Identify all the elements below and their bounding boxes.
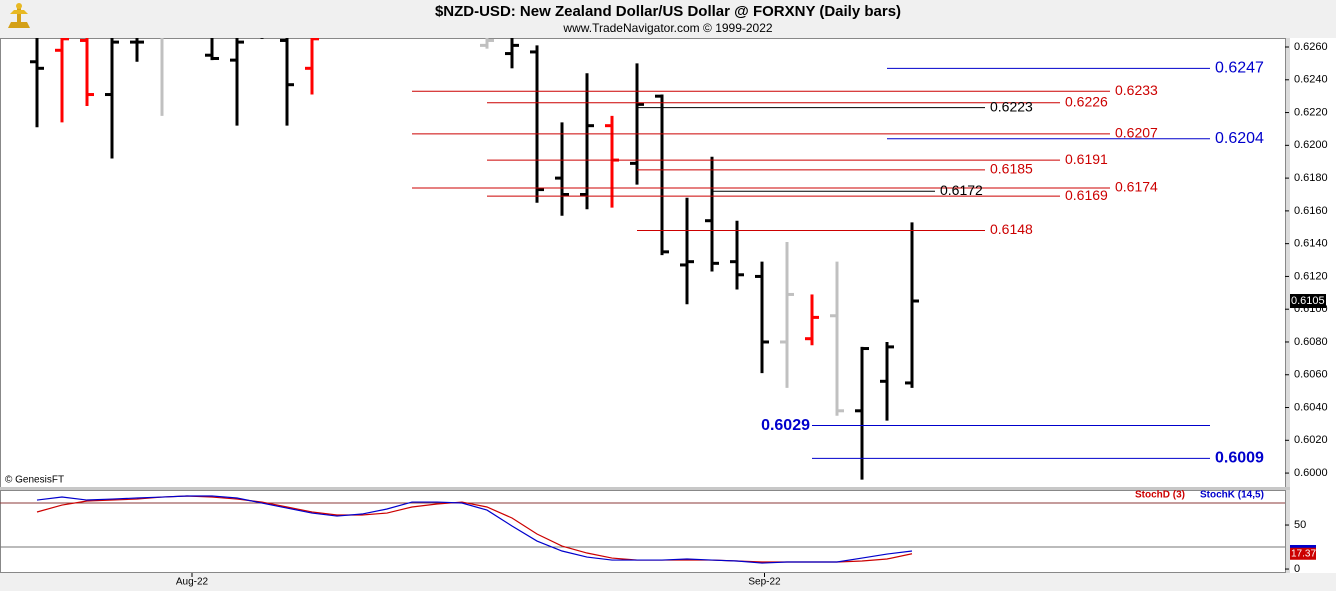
chart-title: $NZD-USD: New Zealand Dollar/US Dollar @… — [435, 3, 901, 20]
panel-separator — [0, 487, 1290, 490]
stoch-plot-frame — [0, 490, 1286, 573]
last-value-tag — [1290, 294, 1326, 309]
level-label: 0.6009 — [1215, 450, 1264, 467]
y-tick-label: 0.6120 — [1294, 270, 1328, 282]
last-value-tag — [1290, 547, 1316, 560]
last-value-label: 0.6105 — [1291, 295, 1325, 307]
logo — [8, 3, 30, 28]
y-tick-label: 0.6220 — [1294, 106, 1328, 118]
annotation: © GenesisFT — [5, 475, 64, 486]
y-tick-label: 0.6080 — [1294, 336, 1328, 348]
last-value-label: 17.37 — [1291, 548, 1316, 559]
y-tick-label: 0.6020 — [1294, 434, 1328, 446]
legend-entry: StochK (14,5) — [1200, 490, 1264, 501]
y-tick-label: 0.6140 — [1294, 238, 1328, 250]
level-label: 0.6029 — [761, 417, 810, 434]
y-tick-label: 0.6060 — [1294, 369, 1328, 381]
scroll-strip — [1286, 38, 1290, 573]
main-plot — [30, 38, 919, 480]
y-tick-label: 0 — [1294, 563, 1300, 575]
y-tick-label: 50 — [1294, 519, 1306, 531]
level-label: 0.6207 — [1115, 125, 1158, 141]
level-label: 0.6148 — [990, 221, 1033, 237]
y-tick-label: 0.6040 — [1294, 401, 1328, 413]
level-label: 0.6204 — [1215, 130, 1264, 147]
y-tick-label: 0.6260 — [1294, 41, 1328, 53]
level-label: 0.6172 — [940, 182, 983, 198]
y-tick-label: 0.6000 — [1294, 467, 1328, 479]
y-tick-label: 0.6180 — [1294, 172, 1328, 184]
level-label: 0.6191 — [1065, 151, 1108, 167]
level-label: 0.6233 — [1115, 82, 1158, 98]
y-tick-label: 0.6240 — [1294, 74, 1328, 86]
level-label: 0.6223 — [990, 98, 1033, 114]
series-line — [36, 495, 913, 564]
x-tick-label: Aug-22 — [176, 577, 209, 588]
y-tick-label: 0.6200 — [1294, 139, 1328, 151]
legend-entry: StochD (3) — [1135, 490, 1185, 501]
x-tick-label: Sep-22 — [748, 577, 781, 588]
level-label: 0.6226 — [1065, 93, 1108, 109]
level-label: 0.6174 — [1115, 179, 1158, 195]
header-bar — [0, 0, 1336, 38]
chart-subtitle: www.TradeNavigator.com © 1999-2022 — [562, 21, 772, 35]
x-axis-bar — [0, 573, 1336, 591]
level-label: 0.6247 — [1215, 60, 1264, 77]
level-label: 0.6185 — [990, 161, 1033, 177]
stoch-plot — [0, 495, 1285, 564]
level-label: 0.6169 — [1065, 187, 1108, 203]
y-tick-label: 0.6160 — [1294, 205, 1328, 217]
